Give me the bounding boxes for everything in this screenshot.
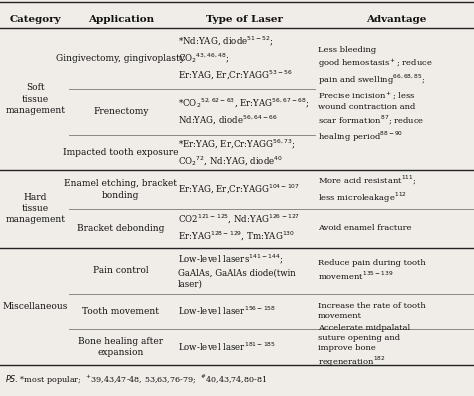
- Text: Gingivectomy, gingivoplasty: Gingivectomy, gingivoplasty: [56, 54, 185, 63]
- Text: Miscellaneous: Miscellaneous: [3, 302, 68, 311]
- Text: CO2$^{121-125}$, Nd:YAG$^{126-127}$
Er:YAG$^{128-129}$, Tm:YAG$^{130}$: CO2$^{121-125}$, Nd:YAG$^{126-127}$ Er:Y…: [178, 213, 300, 243]
- Text: Type of Laser: Type of Laser: [206, 15, 283, 24]
- Text: Reduce pain during tooth
movement$^{135-139}$: Reduce pain during tooth movement$^{135-…: [318, 259, 425, 282]
- Text: Hard
tissue
management: Hard tissue management: [6, 193, 65, 225]
- Text: *Er:YAG, Er,Cr:YAGG$^{56,73}$;
CO$_2$$^{72}$, Nd:YAG, diode$^{40}$: *Er:YAG, Er,Cr:YAGG$^{56,73}$; CO$_2$$^{…: [178, 137, 295, 168]
- Text: Bone healing after
expansion: Bone healing after expansion: [78, 337, 164, 357]
- Text: *Nd:YAG, diode$^{51-52}$;
CO$_2$$^{43,46,48}$;
Er:YAG, Er,Cr:YAGG$^{53-56}$: *Nd:YAG, diode$^{51-52}$; CO$_2$$^{43,46…: [178, 35, 292, 82]
- Text: Soft
tissue
management: Soft tissue management: [6, 84, 65, 114]
- Text: Frenectomy: Frenectomy: [93, 107, 149, 116]
- Text: Increase the rate of tooth
movement: Increase the rate of tooth movement: [318, 303, 425, 320]
- Text: Low-level laser$^{181-185}$: Low-level laser$^{181-185}$: [178, 341, 276, 353]
- Text: Impacted tooth exposure: Impacted tooth exposure: [63, 148, 179, 157]
- Text: *CO$_2$$^{52,62-63}$, Er:YAG$^{56,67-68}$;
Nd:YAG, diode$^{56,64-66}$: *CO$_2$$^{52,62-63}$, Er:YAG$^{56,67-68}…: [178, 97, 310, 127]
- Text: Avoid enamel fracture: Avoid enamel fracture: [318, 224, 411, 232]
- Text: Application: Application: [88, 15, 154, 24]
- Text: Less bleeding
good hemostasis$^+$; reduce
pain and swelling$^{66,68,85}$;
Precis: Less bleeding good hemostasis$^+$; reduc…: [318, 46, 432, 144]
- Text: More acid resistant$^{111}$;
less microleakage$^{112}$: More acid resistant$^{111}$; less microl…: [318, 174, 416, 205]
- Text: Advantage: Advantage: [365, 15, 426, 24]
- Text: Category: Category: [10, 15, 61, 24]
- Text: Er:YAG, Er,Cr:YAGG$^{104-107}$: Er:YAG, Er,Cr:YAGG$^{104-107}$: [178, 183, 300, 196]
- Text: Tooth movement: Tooth movement: [82, 307, 159, 316]
- Text: Low-level laser$^{156-158}$: Low-level laser$^{156-158}$: [178, 305, 276, 318]
- Text: $\it{PS}$. *most popular;  $^{+}$39,43,47-48, 53,63,76-79;  $^{\#}$40,43,74,80-8: $\it{PS}$. *most popular; $^{+}$39,43,47…: [5, 373, 267, 387]
- Text: Pain control: Pain control: [93, 266, 149, 275]
- Text: Low-level lasers$^{141-144}$;
GaAlAs, GaAlAs diode(twin
laser): Low-level lasers$^{141-144}$; GaAlAs, Ga…: [178, 253, 295, 289]
- Text: Accelerate midpalatal
suture opening and
improve bone
regeneration$^{182}$: Accelerate midpalatal suture opening and…: [318, 324, 410, 369]
- Text: Enamel etching, bracket
bonding: Enamel etching, bracket bonding: [64, 179, 177, 200]
- Text: Bracket debonding: Bracket debonding: [77, 224, 164, 232]
